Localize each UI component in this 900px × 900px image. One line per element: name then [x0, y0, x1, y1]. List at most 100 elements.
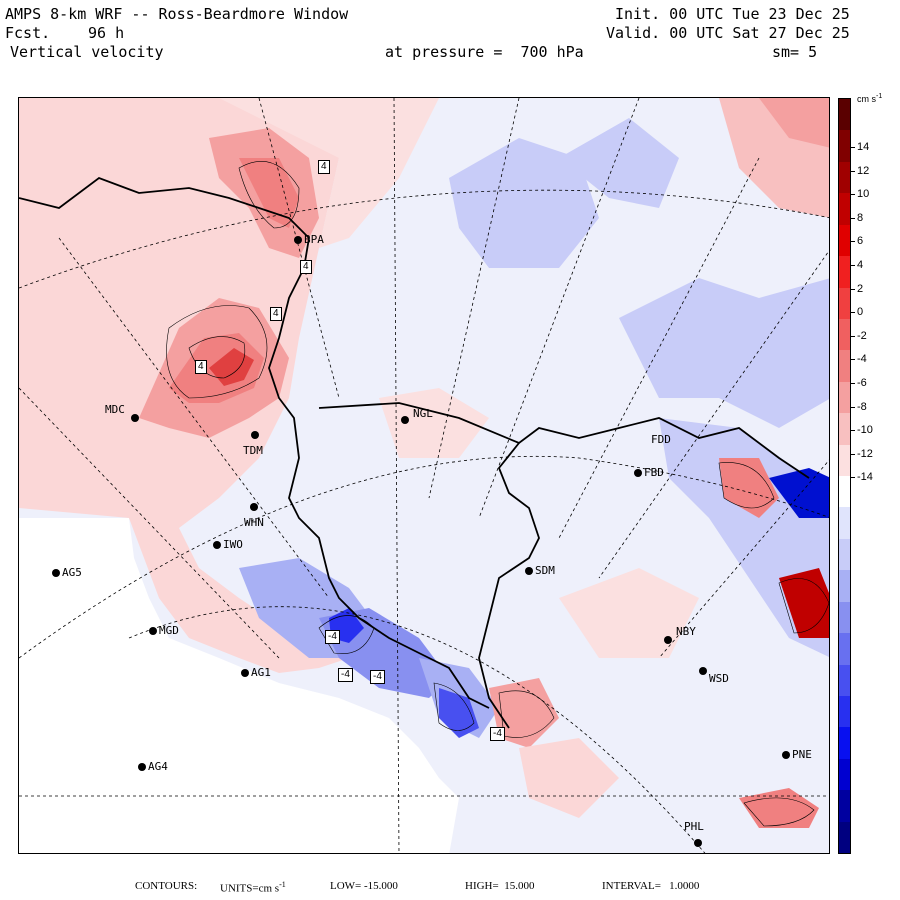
footer-high: HIGH= 15.000 — [465, 880, 534, 892]
station-dot — [213, 541, 221, 549]
colorbar-segment — [839, 696, 850, 728]
colorbar-segment — [839, 225, 850, 257]
station-dot — [250, 503, 258, 511]
station-dot — [241, 669, 249, 677]
colorbar-tick-mark — [851, 147, 855, 148]
colorbar-tick-mark — [851, 383, 855, 384]
colorbar-segment — [839, 162, 850, 194]
station-label: IWO — [223, 539, 243, 551]
station-label: AG4 — [148, 761, 168, 773]
station-label: SDM — [535, 565, 555, 577]
colorbar-segment — [839, 790, 850, 822]
colorbar — [838, 98, 851, 854]
colorbar-segment — [839, 319, 850, 351]
colorbar-segment — [839, 288, 850, 320]
colorbar-tick-label: -12 — [857, 448, 873, 460]
colorbar-segment — [839, 507, 850, 539]
colorbar-segment — [839, 570, 850, 602]
colorbar-tick-mark — [851, 289, 855, 290]
contour-label: -4 — [338, 668, 353, 682]
contour-label: 4 — [195, 360, 207, 374]
colorbar-tick-label: 8 — [857, 212, 863, 224]
colorbar-tick-label: -8 — [857, 401, 867, 413]
colorbar-tick-label: 14 — [857, 141, 869, 153]
station-dot — [149, 627, 157, 635]
colorbar-segment — [839, 382, 850, 414]
station-dot — [634, 469, 642, 477]
station-label: AG1 — [251, 667, 271, 679]
contour-label: -4 — [490, 727, 505, 741]
station-label: MGD — [159, 625, 179, 637]
contour-label: 4 — [318, 160, 330, 174]
colorbar-tick-label: -4 — [857, 353, 867, 365]
station-dot — [401, 416, 409, 424]
station-dot — [664, 636, 672, 644]
colorbar-tick-label: 12 — [857, 165, 869, 177]
variable-name: Vertical velocity — [10, 43, 164, 61]
vertical-velocity-field — [19, 98, 830, 854]
station-dot — [525, 567, 533, 575]
colorbar-tick-label: -6 — [857, 377, 867, 389]
station-dot — [251, 431, 259, 439]
colorbar-segment — [839, 633, 850, 665]
colorbar-tick-mark — [851, 477, 855, 478]
colorbar-units: cm s-1 — [857, 93, 882, 104]
footer-low: LOW= -15.000 — [330, 880, 398, 892]
station-dot — [131, 414, 139, 422]
footer-interval: INTERVAL= 1.0000 — [602, 880, 699, 892]
contour-label: -4 — [370, 670, 385, 684]
map-title: AMPS 8-km WRF -- Ross-Beardmore Window — [5, 5, 348, 23]
colorbar-segment — [839, 256, 850, 288]
station-label: NGL — [413, 408, 433, 420]
colorbar-tick-label: 2 — [857, 283, 863, 295]
colorbar-segment — [839, 822, 850, 854]
station-label: BPA — [304, 234, 324, 246]
contour-label: -4 — [325, 630, 340, 644]
colorbar-segment — [839, 665, 850, 697]
forecast-hours: 96 h — [88, 24, 124, 42]
colorbar-tick-mark — [851, 171, 855, 172]
colorbar-tick-mark — [851, 241, 855, 242]
colorbar-segment — [839, 193, 850, 225]
valid-time: Valid. 00 UTC Sat 27 Dec 25 — [606, 24, 850, 42]
colorbar-tick-label: 10 — [857, 188, 869, 200]
colorbar-tick-label: 0 — [857, 306, 863, 318]
forecast-label: Fcst. — [5, 24, 50, 42]
station-dot — [699, 667, 707, 675]
colorbar-tick-label: -10 — [857, 424, 873, 436]
station-label: MDC — [105, 404, 125, 416]
footer-units: UNITS=cm s-1 — [220, 880, 286, 895]
colorbar-tick-label: -2 — [857, 330, 867, 342]
station-label: FDD — [651, 434, 671, 446]
colorbar-tick-mark — [851, 430, 855, 431]
station-dot — [294, 236, 302, 244]
colorbar-segment — [839, 350, 850, 382]
station-label: WSD — [709, 673, 729, 685]
colorbar-segment — [839, 413, 850, 445]
colorbar-tick-mark — [851, 359, 855, 360]
station-label: FBD — [644, 467, 664, 479]
colorbar-segment — [839, 445, 850, 477]
station-label: WHN — [244, 517, 264, 529]
colorbar-tick-label: 6 — [857, 235, 863, 247]
pressure-level: at pressure = 700 hPa — [385, 43, 584, 61]
map-panel — [18, 97, 830, 854]
station-label: NBY — [676, 626, 696, 638]
colorbar-tick-mark — [851, 218, 855, 219]
colorbar-tick-mark — [851, 312, 855, 313]
colorbar-tick-mark — [851, 336, 855, 337]
station-label: PHL — [684, 821, 704, 833]
station-dot — [694, 839, 702, 847]
colorbar-segment — [839, 99, 850, 131]
colorbar-tick-label: -14 — [857, 471, 873, 483]
footer-contours: CONTOURS: — [135, 880, 197, 892]
station-dot — [782, 751, 790, 759]
contour-label: 4 — [270, 307, 282, 321]
colorbar-tick-mark — [851, 454, 855, 455]
station-dot — [138, 763, 146, 771]
station-label: PNE — [792, 749, 812, 761]
colorbar-segment — [839, 539, 850, 571]
colorbar-segment — [839, 476, 850, 508]
station-label: AG5 — [62, 567, 82, 579]
colorbar-tick-label: 4 — [857, 259, 863, 271]
